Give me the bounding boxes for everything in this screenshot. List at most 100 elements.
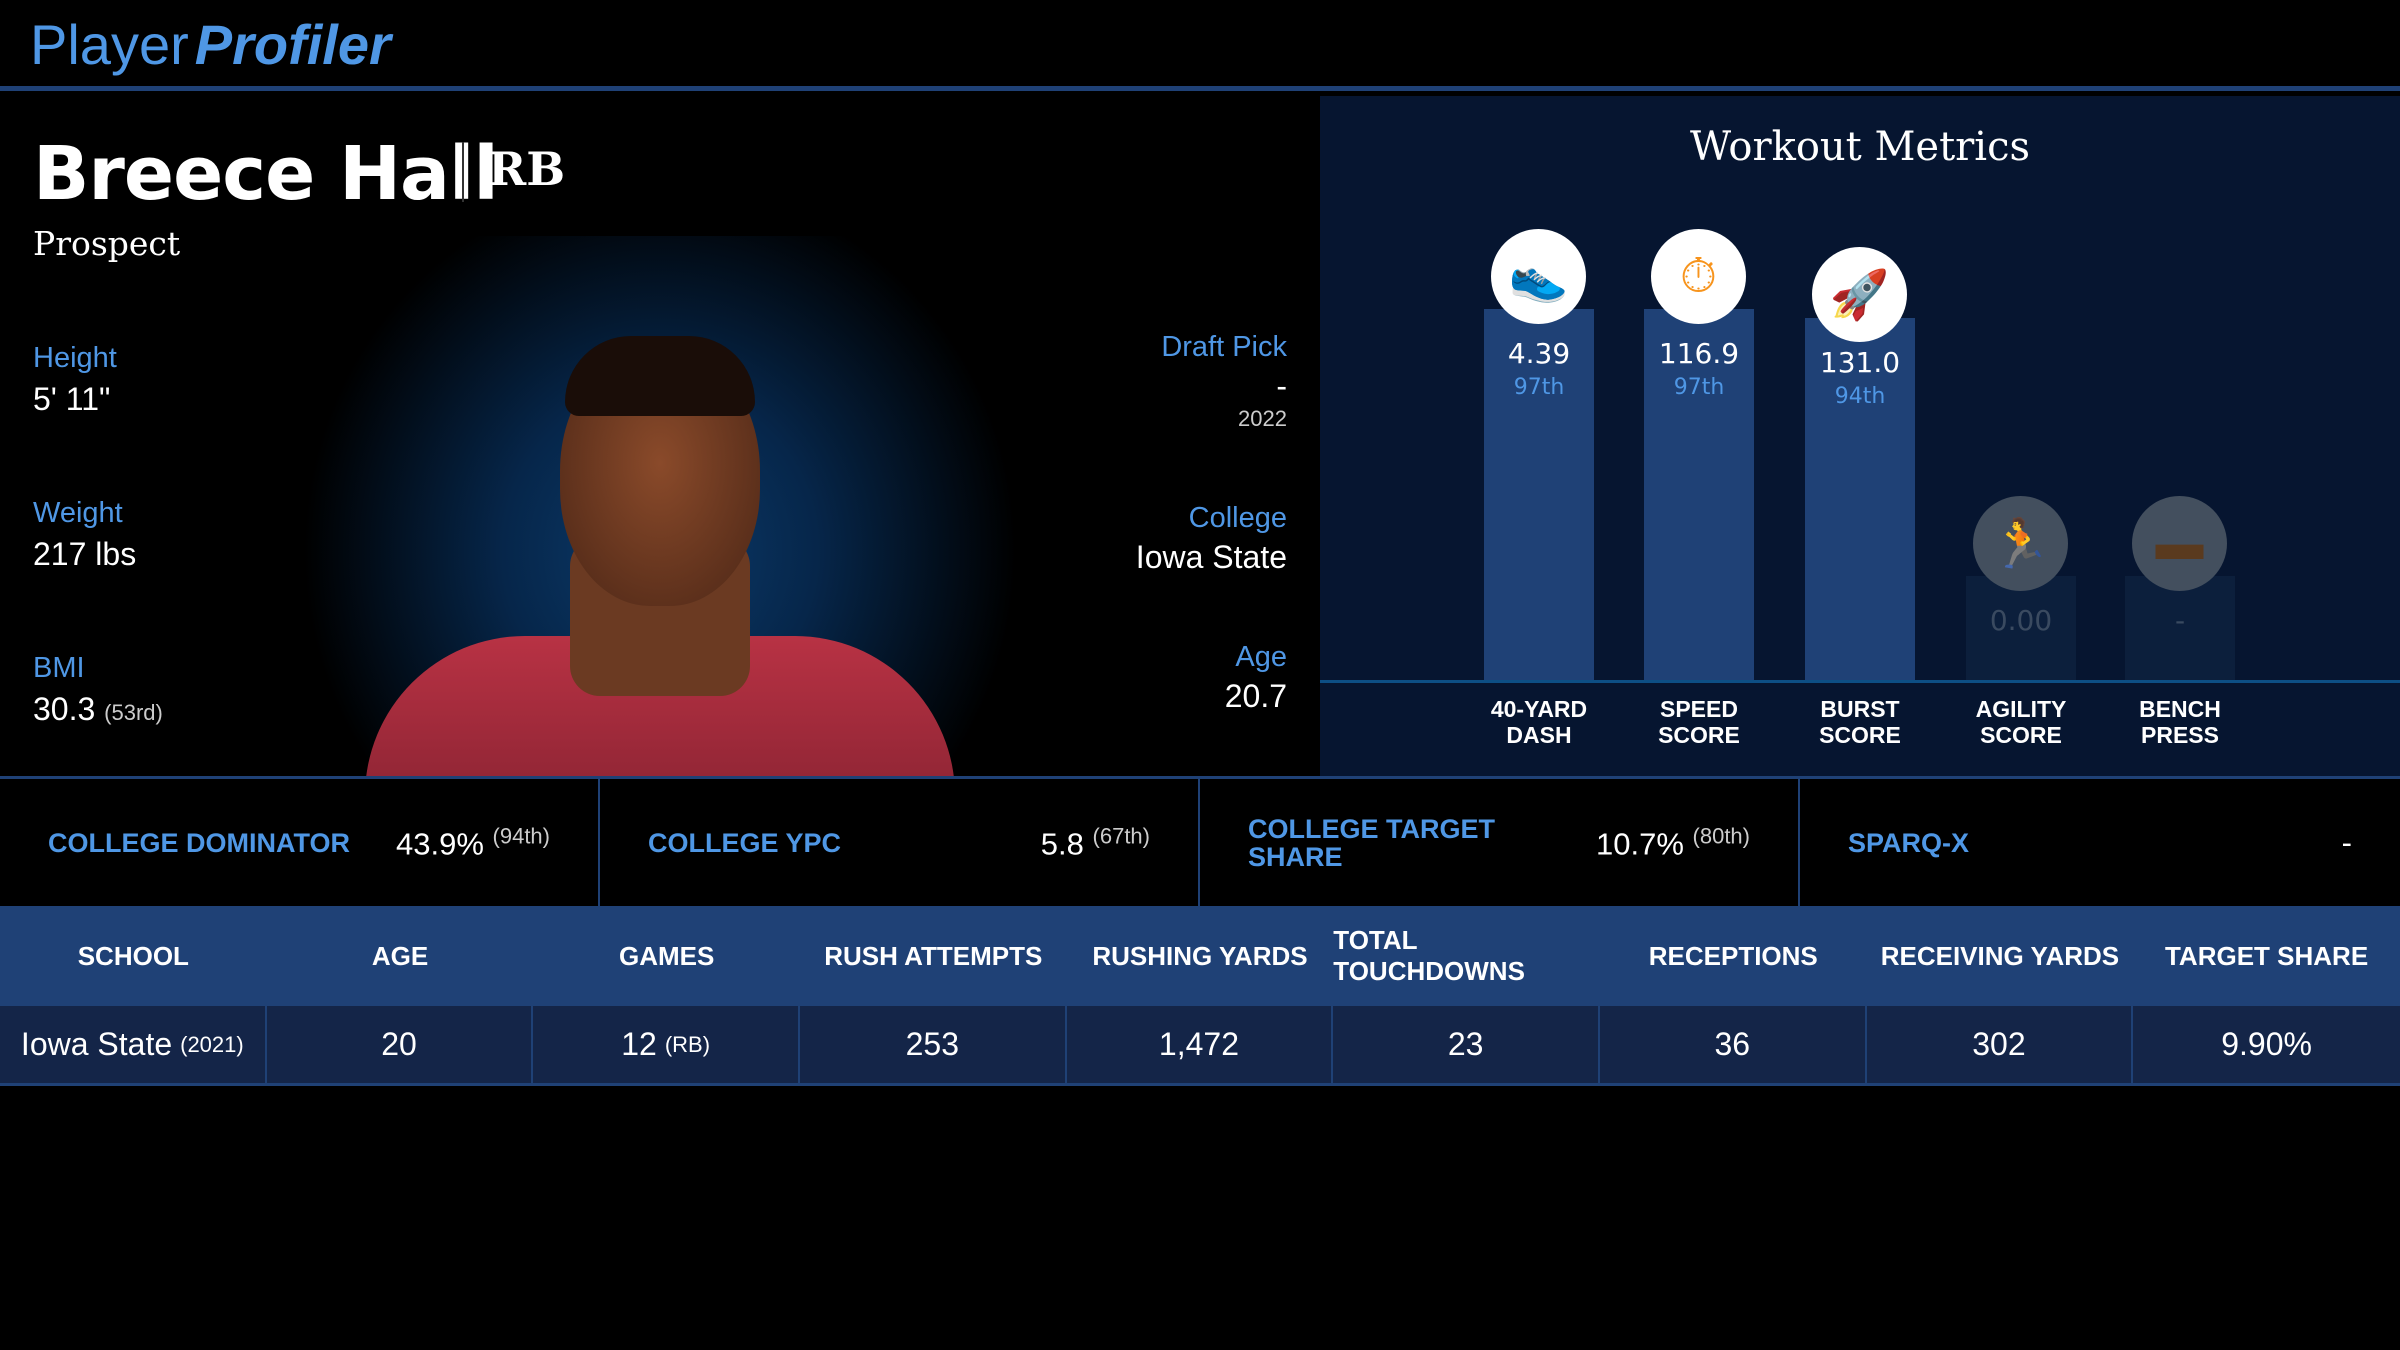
column-header-target-share[interactable]: TARGET SHARE [2133, 906, 2400, 1006]
cell-receiving-yards: 302 [1866, 1006, 2134, 1086]
stat-label: COLLEGE DOMINATOR [48, 827, 350, 858]
metric-label-bench-press: BENCH PRESS [2100, 696, 2260, 748]
column-header-receiving-yards[interactable]: RECEIVING YARDS [1866, 906, 2134, 1006]
stat-college-dominator[interactable]: COLLEGE DOMINATOR 43.9% (94th) [0, 779, 600, 906]
metric-label-speed-score: SPEED SCORE [1619, 696, 1779, 748]
metric-bar-bench-press[interactable]: ▬ - [2125, 496, 2235, 680]
photo-hair [565, 336, 755, 416]
cell-school: Iowa State (2021) [0, 1006, 267, 1086]
label-line: SCORE [1658, 722, 1740, 748]
bmi-number: 30.3 [33, 691, 96, 727]
label-line: SCORE [1819, 722, 1901, 748]
column-header-school[interactable]: SCHOOL [0, 906, 267, 1006]
metric-label-agility-score: AGILITY SCORE [1941, 696, 2101, 748]
cell-receptions: 36 [1599, 1006, 1867, 1086]
column-header-rush-attempts[interactable]: RUSH ATTEMPTS [799, 906, 1067, 1006]
metric-bar-speed-score[interactable]: ⏱ 116.9 97th [1644, 229, 1754, 680]
draft-year: 2022 [1238, 406, 1287, 431]
age-value: 20.7 [1224, 678, 1287, 714]
bmi-label: BMI [33, 652, 85, 684]
logo-text-regular: Player [30, 13, 189, 76]
weight-label: Weight [33, 497, 123, 529]
stat-label: COLLEGE TARGET SHARE [1248, 813, 1495, 872]
bmi-value: 30.3 (53rd) [33, 691, 163, 728]
metric-percentile: 97th [1513, 375, 1565, 400]
age-label: Age [1235, 641, 1287, 673]
stat-number: 43.9% [395, 826, 484, 862]
workout-metrics-panel: Workout Metrics 👟 4.39 97th ⏱ 116.9 97th… [1320, 96, 2400, 776]
cell-total-touchdowns: 23 [1333, 1006, 1600, 1086]
player-card: Breece Hall RB Prospect Height 5' 11" We… [0, 96, 1320, 776]
column-header-age[interactable]: AGE [266, 906, 534, 1006]
cell-games: 12 (RB) [533, 1006, 800, 1086]
stat-sparq-x[interactable]: SPARQ-X - [1800, 779, 2400, 906]
column-header-rushing-yards[interactable]: RUSHING YARDS [1066, 906, 1334, 1006]
chart-baseline [1320, 680, 2400, 683]
metric-value: 116.9 [1658, 337, 1740, 370]
metric-bar-agility-score[interactable]: 🏃 0.00 [1966, 496, 2076, 680]
metric-label-40-yard-dash: 40-YARD DASH [1459, 696, 1619, 748]
cell-age: 20 [266, 1006, 534, 1086]
label-line: SCORE [1980, 722, 2062, 748]
cell-rushing-yards: 1,472 [1066, 1006, 1334, 1086]
site-header: Player Profiler [0, 0, 2400, 91]
column-header-games[interactable]: GAMES [533, 906, 800, 1006]
metric-value: 0.00 [1989, 604, 2053, 637]
column-header-total-touchdowns[interactable]: TOTAL TOUCHDOWNS [1333, 906, 1600, 1006]
label-line: DASH [1506, 722, 1572, 748]
height-label: Height [33, 342, 117, 374]
label-line: SPEED [1660, 696, 1738, 722]
college-season-table: SCHOOL AGE GAMES RUSH ATTEMPTS RUSHING Y… [0, 906, 2400, 1086]
metric-value: - [2174, 604, 2186, 637]
stat-rank: (67th) [1092, 822, 1150, 848]
stat-value: 43.9% (94th) [396, 823, 550, 862]
stat-value: - [2342, 825, 2352, 861]
workout-title: Workout Metrics [1689, 124, 2031, 170]
label-line: BENCH [2139, 696, 2221, 722]
college-stats-row: COLLEGE DOMINATOR 43.9% (94th) COLLEGE YP… [0, 776, 2400, 906]
metric-value: 131.0 [1819, 346, 1901, 379]
rocket-icon: 🚀 [1812, 247, 1907, 342]
metric-bar-burst-score[interactable]: 🚀 131.0 94th [1805, 247, 1915, 680]
cell-rush-attempts: 253 [799, 1006, 1067, 1086]
draft-pick-value: - [1276, 368, 1287, 404]
label-line: PRESS [2141, 722, 2219, 748]
player-position: RB [488, 142, 566, 196]
college-label: College [1188, 502, 1287, 534]
table-header-row: SCHOOL AGE GAMES RUSH ATTEMPTS RUSHING Y… [0, 906, 2400, 1006]
games-count: 12 [621, 1026, 657, 1062]
stat-college-target-share[interactable]: COLLEGE TARGET SHARE 10.7% (80th) [1200, 779, 1800, 906]
stat-label: SPARQ-X [1848, 827, 1970, 858]
stat-college-ypc[interactable]: COLLEGE YPC 5.8 (67th) [600, 779, 1200, 906]
weight-value: 217 lbs [33, 536, 137, 572]
stopwatch-icon: ⏱ [1651, 229, 1746, 324]
stat-number: 10.7% [1595, 826, 1684, 862]
bmi-rank: (53rd) [104, 700, 163, 725]
name-divider [462, 142, 464, 202]
height-value: 5' 11" [33, 381, 111, 417]
player-status: Prospect [33, 224, 181, 263]
dumbbell-icon: ▬ [2132, 496, 2227, 591]
metric-value: 4.39 [1507, 337, 1571, 370]
table-row: Iowa State (2021) 20 12 (RB) 253 1,472 23 … [0, 1006, 2400, 1086]
label-line: 40-YARD [1490, 696, 1588, 722]
metric-percentile: 97th [1673, 375, 1725, 400]
metric-label-burst-score: BURST SCORE [1780, 696, 1940, 748]
stat-rank: (94th) [492, 822, 550, 848]
label-line: BURST [1820, 696, 1900, 722]
cell-target-share: 9.90% [2133, 1006, 2400, 1086]
playerprofiler-logo[interactable]: Player Profiler [30, 12, 391, 77]
label-line: AGILITY [1975, 696, 2067, 722]
school-name: Iowa State [20, 1026, 173, 1062]
stat-number: 5.8 [1040, 826, 1084, 862]
metric-percentile: 94th [1834, 384, 1886, 409]
player-name: Breece Hall [33, 131, 499, 217]
metric-bar-40-yard-dash[interactable]: 👟 4.39 97th [1484, 229, 1594, 680]
logo-text-bold: Profiler [194, 13, 391, 76]
column-header-receptions[interactable]: RECEPTIONS [1599, 906, 1867, 1006]
games-position: (RB) [664, 1031, 711, 1057]
stat-rank: (80th) [1692, 822, 1750, 848]
season-year: (2021) [180, 1031, 244, 1057]
running-shoe-icon: 👟 [1491, 229, 1586, 324]
draft-pick-label: Draft Pick [1161, 331, 1287, 363]
